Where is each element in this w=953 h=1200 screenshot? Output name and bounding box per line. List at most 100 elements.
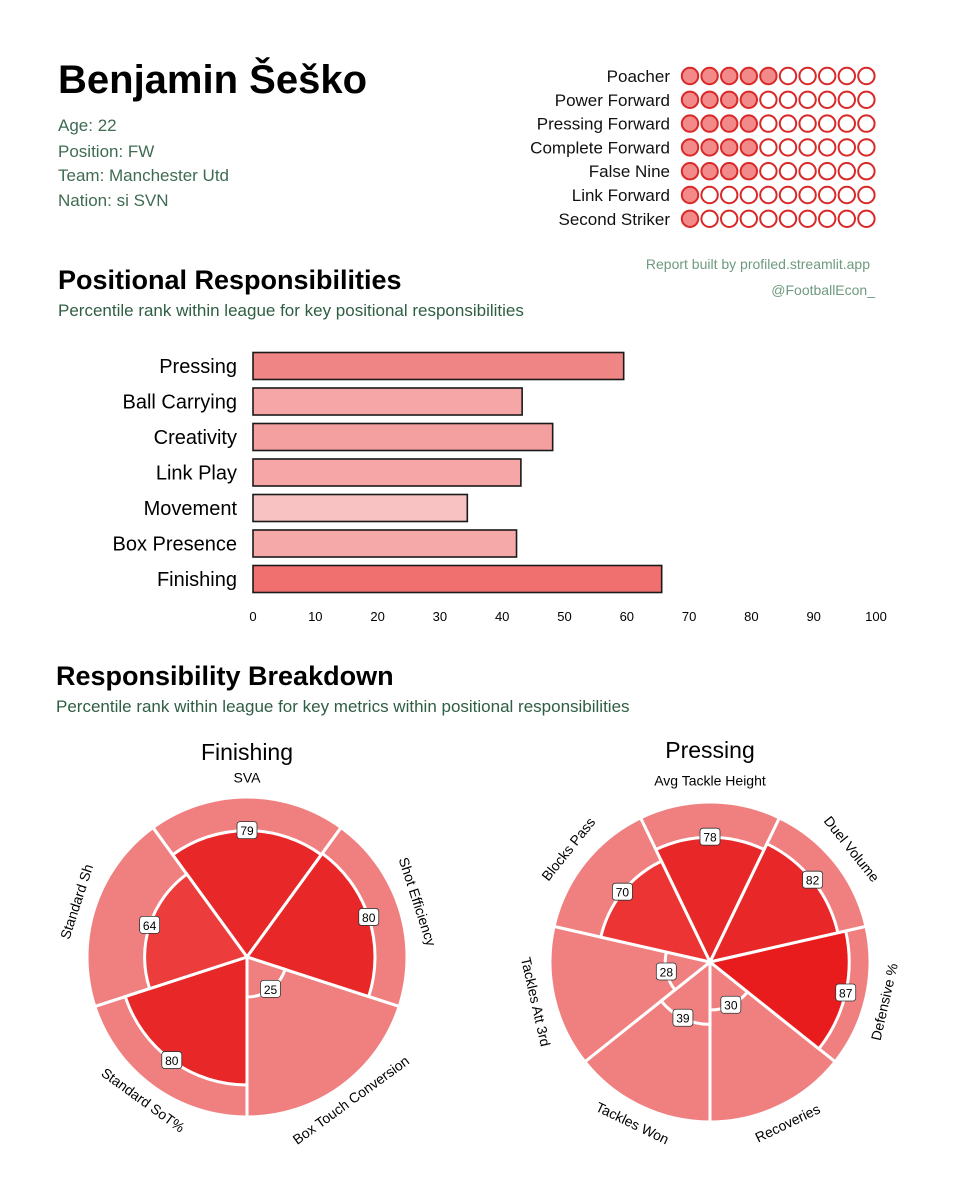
player-name: Benjamin Šeško (58, 58, 368, 102)
value-label-tackles-won: 39 (672, 1008, 694, 1027)
value-label-box-touch-conversion: 25 (260, 979, 281, 998)
bar-label-movement: Movement (144, 498, 238, 520)
svg-text:87: 87 (839, 986, 853, 1000)
role-dot (759, 90, 778, 109)
section-subtitle-breakdown: Percentile rank within league for key me… (56, 697, 630, 716)
bar-creativity (252, 422, 554, 452)
role-dot (837, 90, 856, 109)
role-dot (857, 209, 876, 229)
role-dot (680, 114, 700, 133)
svg-text:25: 25 (264, 983, 278, 997)
positional-bar-chart: Pressing Ball Carrying Creativity Link Play… (112, 351, 887, 624)
svg-text:39: 39 (676, 1012, 690, 1026)
role-dot (680, 185, 700, 205)
svg-text:80: 80 (362, 911, 376, 925)
bar-finishing (252, 564, 663, 594)
bar-label-pressing: Pressing (159, 356, 237, 378)
bar-label-creativity: Creativity (154, 427, 237, 449)
role-dot (857, 114, 876, 133)
role-dot (798, 138, 817, 157)
role-dot (837, 138, 856, 157)
bar-box-presence (252, 529, 518, 558)
role-dot (818, 66, 837, 86)
bar-label-link-play: Link Play (156, 463, 237, 485)
value-label-recoveries: 30 (720, 995, 742, 1014)
role-dot (818, 209, 837, 229)
x-tick-label: 40 (495, 609, 509, 624)
value-label-standard-sh: 64 (139, 915, 161, 934)
role-dot (798, 114, 817, 133)
role-dot (720, 138, 739, 157)
x-tick-label: 60 (620, 609, 634, 624)
bar-ball-carrying (252, 387, 523, 416)
role-label-false-nine: False Nine (589, 162, 670, 181)
value-label-duel-volume: 82 (802, 870, 823, 889)
role-dot (778, 66, 798, 86)
role-dot (720, 66, 739, 86)
role-dot (818, 90, 837, 109)
role-dot (857, 162, 876, 181)
value-label-defensive: 87 (835, 983, 857, 1002)
value-label-sva: 79 (236, 821, 258, 839)
role-dot (798, 66, 817, 86)
role-dot (739, 90, 758, 109)
svg-text:28: 28 (660, 965, 674, 979)
wedge-bg-box-touch-conversion (245, 954, 402, 1119)
role-dot (700, 209, 719, 229)
role-dot (778, 90, 798, 109)
x-tick-label: 20 (370, 609, 384, 624)
role-dot (739, 66, 758, 86)
role-dot (720, 209, 739, 229)
bar-link-play (252, 458, 522, 487)
category-label-sva: SVA (234, 770, 262, 786)
role-dot (739, 162, 758, 181)
svg-text:64: 64 (143, 919, 157, 933)
polar-title: Pressing (665, 737, 754, 763)
x-tick-label: 0 (249, 609, 256, 624)
role-dot (700, 114, 719, 133)
role-dot (798, 185, 817, 205)
x-tick-label: 10 (308, 609, 322, 624)
role-dot (680, 209, 700, 229)
role-dot (720, 90, 739, 109)
role-dot (818, 162, 837, 181)
role-dot (720, 114, 739, 133)
role-dot (759, 185, 778, 205)
value-label-shot-efficiency: 80 (358, 908, 380, 926)
role-dot (700, 185, 719, 205)
role-dot (700, 138, 719, 157)
polar-title: Finishing (201, 739, 293, 765)
role-dot (759, 66, 778, 86)
role-dot (798, 162, 817, 181)
player-position: Position: FW (58, 142, 155, 161)
svg-text:70: 70 (616, 886, 630, 900)
role-dot (700, 66, 719, 86)
role-dot (837, 114, 856, 133)
role-dot (857, 138, 876, 157)
svg-text:78: 78 (703, 831, 717, 845)
role-dot (857, 66, 876, 86)
role-dot (798, 90, 817, 109)
twitter-handle: @FootballEcon_ (771, 282, 875, 298)
category-label-defensive: Defensive % (868, 962, 901, 1042)
role-dot (857, 185, 876, 205)
role-dot (739, 114, 758, 133)
bar-movement (252, 493, 469, 523)
role-dot (778, 114, 798, 133)
role-dot (720, 162, 739, 181)
role-dot (700, 162, 719, 181)
player-nation: Nation: si SVN (58, 191, 169, 210)
category-label-tackles-att-3rd: Tackles Att 3rd (518, 956, 554, 1048)
role-label-power-forward: Power Forward (555, 91, 670, 110)
role-label-complete-forward: Complete Forward (530, 138, 670, 157)
bar-label-finishing: Finishing (157, 569, 237, 591)
role-dot (739, 209, 758, 229)
x-tick-label: 30 (433, 609, 447, 624)
role-dot (759, 138, 778, 157)
bar-label-box-presence: Box Presence (112, 534, 237, 556)
role-fit-ratings: Poacher Power Forward Pressing Forward Comp… (530, 66, 876, 229)
svg-text:30: 30 (724, 999, 738, 1013)
wedge-bg-recoveries (708, 958, 838, 1124)
